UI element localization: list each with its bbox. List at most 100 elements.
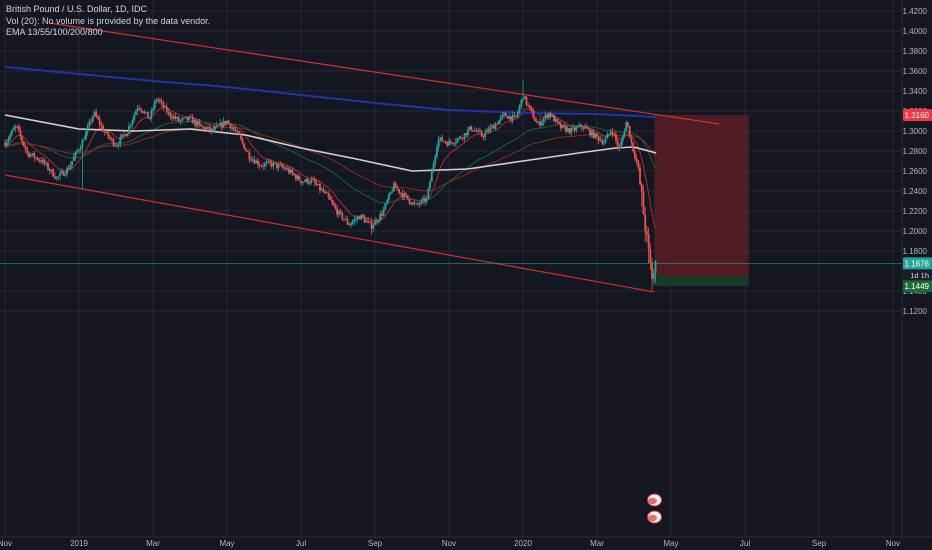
candle-body bbox=[405, 193, 407, 196]
time-axis[interactable]: Nov 2019 Mar May Jul Sep Nov 2020 Mar May Jul Sep No… bbox=[0, 536, 932, 550]
candle-body bbox=[518, 106, 521, 113]
candle-body bbox=[479, 130, 481, 132]
candle-body bbox=[534, 118, 536, 122]
candle-body bbox=[320, 189, 323, 191]
candle-body bbox=[336, 208, 339, 215]
candle-body bbox=[549, 112, 552, 117]
candle-body bbox=[98, 119, 101, 125]
time-tick-label: May bbox=[663, 539, 678, 548]
candle-body bbox=[181, 118, 184, 121]
candle-body bbox=[563, 125, 566, 127]
candle-body bbox=[375, 220, 378, 223]
candle-body bbox=[640, 184, 643, 193]
candle-body bbox=[430, 170, 433, 182]
candle-body bbox=[191, 116, 194, 124]
candle-body bbox=[279, 164, 282, 166]
candle-body bbox=[189, 116, 192, 118]
volume-indicator-label[interactable]: Vol (20): No volume is provided by the d… bbox=[6, 15, 211, 26]
candle-body bbox=[596, 133, 598, 137]
candle-body bbox=[628, 126, 631, 138]
candle-body bbox=[442, 141, 445, 143]
candle-body bbox=[121, 134, 123, 137]
candle-body bbox=[29, 154, 32, 157]
candle-body bbox=[23, 141, 25, 147]
candle-body bbox=[241, 138, 244, 144]
candle-body bbox=[546, 114, 548, 118]
candle-body bbox=[269, 161, 271, 163]
event-flag-icon bbox=[648, 514, 657, 522]
candle-body bbox=[176, 117, 178, 119]
candle-body bbox=[110, 138, 113, 140]
candle-body bbox=[498, 120, 500, 125]
candle-body bbox=[651, 262, 653, 279]
candle-body bbox=[294, 174, 297, 180]
candle-body bbox=[214, 126, 216, 131]
candle-body bbox=[205, 128, 208, 130]
candle-body bbox=[267, 161, 270, 163]
candle-body bbox=[162, 102, 165, 108]
candle-body bbox=[251, 159, 254, 161]
candle-body bbox=[97, 116, 99, 120]
candle-body bbox=[253, 159, 256, 164]
candle-body bbox=[510, 116, 512, 121]
candle-body bbox=[107, 131, 110, 137]
price-tick-label: 1.3600 bbox=[903, 67, 928, 76]
candle-body bbox=[229, 123, 232, 129]
candle-body bbox=[503, 113, 505, 115]
economic-event-marker[interactable] bbox=[647, 510, 662, 524]
candle-body bbox=[394, 183, 397, 189]
candle-body bbox=[186, 117, 189, 121]
candle-body bbox=[103, 131, 106, 133]
candle-body bbox=[484, 132, 487, 138]
candle-body bbox=[217, 125, 220, 127]
candle-body bbox=[415, 203, 418, 205]
candle-body bbox=[441, 137, 444, 142]
candle-body bbox=[81, 140, 84, 148]
candle-body bbox=[566, 128, 569, 132]
candle-body bbox=[360, 214, 363, 220]
candle-body bbox=[485, 129, 488, 133]
candle-body bbox=[363, 217, 366, 223]
time-tick-label: Jul bbox=[296, 539, 306, 548]
channel-lower-line[interactable] bbox=[4, 174, 655, 293]
channel-upper-line[interactable] bbox=[49, 22, 720, 125]
candle-body bbox=[482, 136, 485, 138]
candle-body bbox=[460, 137, 462, 139]
trend-channel[interactable] bbox=[4, 22, 720, 293]
candle-body bbox=[541, 122, 543, 126]
candle-body bbox=[95, 111, 98, 117]
candle-body bbox=[14, 126, 17, 129]
candle-body bbox=[126, 133, 129, 136]
candle-body bbox=[72, 156, 75, 162]
candle-body bbox=[325, 192, 328, 194]
price-tick-label: 1.3400 bbox=[903, 87, 928, 96]
candle-body bbox=[313, 179, 316, 183]
candle-body bbox=[155, 99, 158, 102]
candle-body bbox=[396, 188, 399, 190]
candle-body bbox=[620, 141, 622, 149]
candle-body bbox=[17, 126, 20, 130]
symbol-title[interactable]: British Pound / U.S. Dollar, 1D, IDC bbox=[6, 4, 148, 14]
candle-body bbox=[263, 163, 266, 167]
candle-body bbox=[129, 125, 132, 127]
candle-body bbox=[642, 192, 645, 215]
economic-event-marker[interactable] bbox=[647, 493, 662, 507]
chart-legend: British Pound / U.S. Dollar, 1D, IDC Vol… bbox=[6, 4, 210, 39]
candle-body bbox=[257, 160, 259, 166]
candle-body bbox=[609, 131, 612, 134]
candle-body bbox=[79, 147, 82, 150]
candle-body bbox=[198, 121, 201, 125]
candle-body bbox=[303, 181, 306, 183]
candle-body bbox=[324, 192, 326, 194]
ema-indicator-label[interactable]: EMA 13/55/100/200/800 bbox=[6, 27, 103, 37]
price-tick-label: 1.3000 bbox=[903, 127, 928, 136]
event-markers[interactable] bbox=[647, 493, 662, 524]
candle-body bbox=[418, 204, 421, 205]
candle-body bbox=[556, 118, 559, 122]
candle-body bbox=[454, 141, 457, 144]
candle-body bbox=[398, 189, 400, 193]
candle-body bbox=[456, 138, 459, 142]
candle-body bbox=[243, 143, 246, 149]
candle-body bbox=[215, 125, 218, 127]
